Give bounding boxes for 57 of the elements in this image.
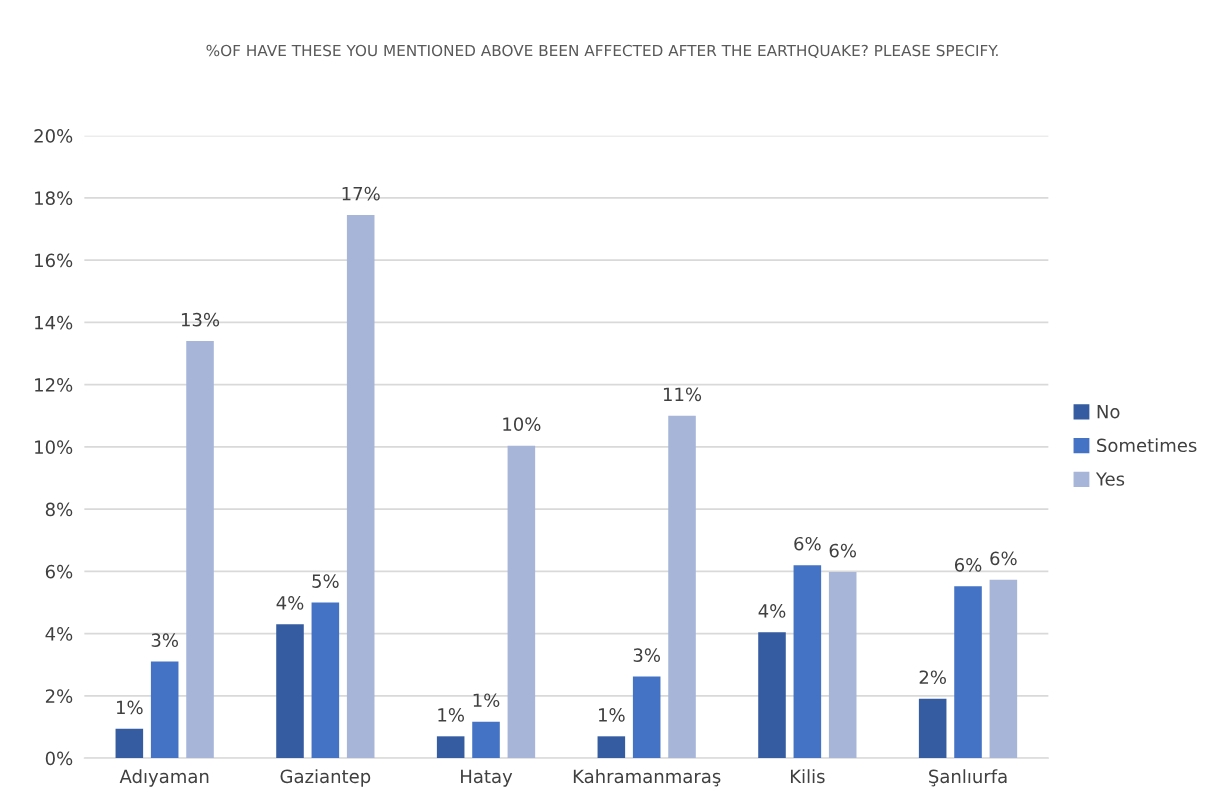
y-tick-label: 10% <box>35 440 73 454</box>
x-tick-label: Şanlıurfa <box>929 769 1007 787</box>
bar <box>828 571 857 759</box>
data-label: 5% <box>312 574 339 588</box>
bar <box>918 698 947 759</box>
bar <box>793 565 822 759</box>
x-tick-label: Kilis <box>790 769 825 784</box>
data-label: 1% <box>473 693 500 708</box>
y-tick-label: 6% <box>45 564 73 579</box>
data-label: 1% <box>438 708 464 722</box>
chart-title: %OF HAVE THESE YOU MENTIONED ABOVE BEEN AFFECTED AFTER THE EARTHQUAKE? PLEASE SPECIFY. <box>206 44 998 59</box>
bar <box>115 728 144 759</box>
data-label: 1% <box>599 708 625 722</box>
data-label: 6% <box>954 558 982 572</box>
legend-label: No <box>1097 404 1120 419</box>
y-tick-label: 16% <box>35 253 73 268</box>
y-tick-label: 2% <box>45 689 73 703</box>
bar <box>632 676 661 759</box>
x-tick-label: Kahramanmaraş <box>573 769 721 787</box>
data-label: 6% <box>794 536 821 551</box>
bar <box>597 736 626 759</box>
bar <box>954 586 982 759</box>
y-tick-label: 20% <box>34 129 73 143</box>
data-label: 13% <box>181 312 220 327</box>
bar <box>311 602 340 759</box>
y-tick-label: 14% <box>35 315 73 330</box>
data-label: 6% <box>990 551 1017 566</box>
bar <box>150 661 179 759</box>
x-tick-label: Adıyaman <box>119 769 209 787</box>
data-label: 2% <box>919 670 946 685</box>
data-label: 3% <box>151 633 179 648</box>
bar <box>989 579 1018 759</box>
bar <box>346 215 375 759</box>
y-tick-label: 0% <box>45 751 73 766</box>
bar <box>436 736 465 759</box>
bar <box>472 721 500 759</box>
y-tick-label: 8% <box>45 502 73 517</box>
bar <box>668 415 696 759</box>
data-label: 10% <box>503 417 541 432</box>
bar <box>758 632 786 759</box>
legend-label: Sometimes <box>1097 438 1197 453</box>
legend-label: Yes <box>1095 472 1125 486</box>
data-label: 3% <box>633 648 661 662</box>
x-tick-label: Hatay <box>461 769 513 787</box>
data-label: 1% <box>117 700 143 715</box>
y-tick-label: 12% <box>35 378 73 392</box>
data-label: 17% <box>342 186 380 201</box>
y-tick-label: 4% <box>45 627 73 641</box>
y-tick-label: 18% <box>35 191 73 206</box>
bar <box>276 624 304 759</box>
data-label: 6% <box>829 543 857 558</box>
bar <box>186 341 214 759</box>
bar <box>507 445 536 759</box>
data-label: 4% <box>276 596 304 610</box>
data-label: 11% <box>663 387 702 402</box>
data-label: 4% <box>758 604 786 618</box>
x-tick-label: Gaziantep <box>280 769 371 787</box>
